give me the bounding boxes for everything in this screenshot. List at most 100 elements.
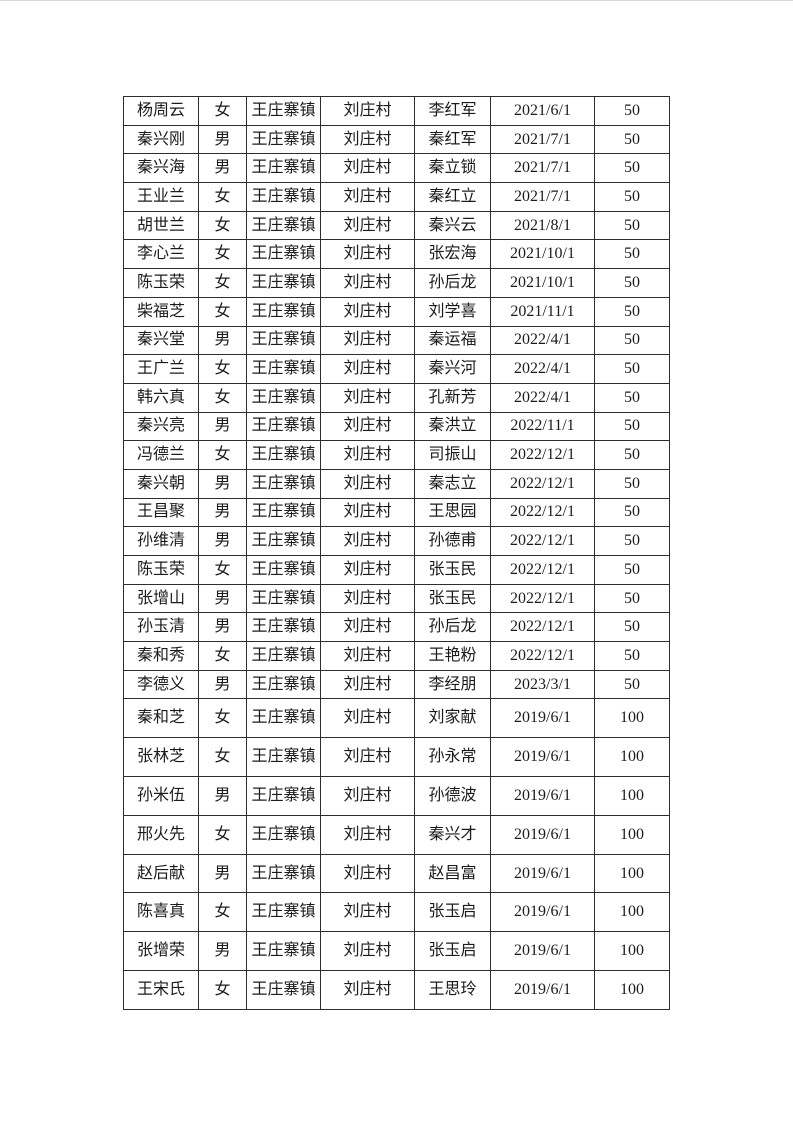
cell-gender: 女 bbox=[198, 239, 247, 270]
cell-related-person: 孙德波 bbox=[414, 776, 491, 816]
table-row: 秦兴刚男王庄寨镇 刘庄村 秦红军 2021/7/1 50 bbox=[123, 124, 670, 155]
cell-related-person: 秦兴云 bbox=[414, 210, 491, 241]
table-row: 杨周云女王庄寨镇 刘庄村 李红军 2021/6/1 50 bbox=[123, 96, 670, 126]
cell-town: 王庄寨镇 bbox=[246, 440, 321, 470]
table-row: 秦兴亮男王庄寨镇 刘庄村 秦洪立 2022/11/1 50 bbox=[123, 411, 670, 442]
cell-name: 韩六真 bbox=[123, 382, 199, 413]
cell-village: 刘庄村 bbox=[320, 382, 415, 413]
cell-name: 张增山 bbox=[123, 583, 199, 614]
cell-name: 秦兴朝 bbox=[123, 468, 199, 499]
table-row: 王昌聚男王庄寨镇 刘庄村 王思园 2022/12/1 50 bbox=[123, 497, 670, 528]
cell-related-person: 张玉民 bbox=[414, 555, 491, 585]
cell-village: 刘庄村 bbox=[320, 776, 415, 816]
cell-date: 2022/12/1 bbox=[490, 555, 595, 585]
table-row: 王广兰女王庄寨镇 刘庄村 秦兴河 2022/4/1 50 bbox=[123, 354, 670, 384]
cell-amount: 100 bbox=[594, 970, 670, 1010]
cell-date: 2019/6/1 bbox=[490, 698, 595, 739]
cell-gender: 女 bbox=[198, 182, 247, 212]
cell-town: 王庄寨镇 bbox=[246, 526, 321, 556]
cell-date: 2023/3/1 bbox=[490, 669, 595, 700]
cell-village: 刘庄村 bbox=[320, 698, 415, 739]
cell-related-person: 秦红立 bbox=[414, 182, 491, 212]
cell-town: 王庄寨镇 bbox=[246, 892, 321, 933]
cell-related-person: 赵昌富 bbox=[414, 853, 491, 894]
cell-town: 王庄寨镇 bbox=[246, 583, 321, 614]
cell-date: 2022/12/1 bbox=[490, 583, 595, 614]
cell-town: 王庄寨镇 bbox=[246, 814, 321, 855]
cell-village: 刘庄村 bbox=[320, 737, 415, 778]
cell-village: 刘庄村 bbox=[320, 853, 415, 894]
cell-related-person: 刘学喜 bbox=[414, 296, 491, 327]
cell-related-person: 王艳粉 bbox=[414, 641, 491, 671]
table-row: 邢火先女王庄寨镇 刘庄村 秦兴才 2019/6/1 100 bbox=[123, 814, 670, 855]
cell-gender: 男 bbox=[198, 526, 247, 556]
cell-gender: 女 bbox=[198, 737, 247, 778]
cell-amount: 50 bbox=[594, 526, 670, 556]
cell-name: 陈玉荣 bbox=[123, 268, 199, 298]
cell-village: 刘庄村 bbox=[320, 892, 415, 933]
cell-date: 2021/7/1 bbox=[490, 182, 595, 212]
cell-town: 王庄寨镇 bbox=[246, 268, 321, 298]
cell-amount: 100 bbox=[594, 698, 670, 739]
cell-town: 王庄寨镇 bbox=[246, 354, 321, 384]
cell-name: 李德义 bbox=[123, 669, 199, 700]
cell-gender: 女 bbox=[198, 296, 247, 327]
cell-town: 王庄寨镇 bbox=[246, 853, 321, 894]
table-row: 王宋氏女王庄寨镇 刘庄村 王思玲 2019/6/1 100 bbox=[123, 970, 670, 1010]
cell-related-person: 张玉启 bbox=[414, 892, 491, 933]
cell-related-person: 张宏海 bbox=[414, 239, 491, 270]
cell-town: 王庄寨镇 bbox=[246, 669, 321, 700]
cell-date: 2022/12/1 bbox=[490, 612, 595, 643]
cell-date: 2022/11/1 bbox=[490, 411, 595, 442]
cell-date: 2021/10/1 bbox=[490, 239, 595, 270]
cell-date: 2022/4/1 bbox=[490, 325, 595, 356]
table-row: 张增荣男王庄寨镇 刘庄村 张玉启 2019/6/1 100 bbox=[123, 931, 670, 972]
cell-village: 刘庄村 bbox=[320, 296, 415, 327]
table-row: 秦兴朝男王庄寨镇 刘庄村 秦志立 2022/12/1 50 bbox=[123, 468, 670, 499]
cell-village: 刘庄村 bbox=[320, 268, 415, 298]
cell-related-person: 孔新芳 bbox=[414, 382, 491, 413]
cell-related-person: 王思园 bbox=[414, 497, 491, 528]
table-row: 秦和秀女王庄寨镇 刘庄村 王艳粉 2022/12/1 50 bbox=[123, 641, 670, 671]
table-row: 陈喜真女王庄寨镇 刘庄村 张玉启 2019/6/1 100 bbox=[123, 892, 670, 933]
cell-date: 2019/6/1 bbox=[490, 931, 595, 972]
cell-name: 秦和秀 bbox=[123, 641, 199, 671]
cell-related-person: 秦洪立 bbox=[414, 411, 491, 442]
cell-amount: 50 bbox=[594, 468, 670, 499]
cell-amount: 100 bbox=[594, 931, 670, 972]
cell-village: 刘庄村 bbox=[320, 814, 415, 855]
table-row: 孙米伍男王庄寨镇 刘庄村 孙德波 2019/6/1 100 bbox=[123, 776, 670, 816]
cell-amount: 50 bbox=[594, 612, 670, 643]
cell-village: 刘庄村 bbox=[320, 468, 415, 499]
cell-date: 2021/10/1 bbox=[490, 268, 595, 298]
cell-gender: 男 bbox=[198, 153, 247, 184]
cell-village: 刘庄村 bbox=[320, 555, 415, 585]
cell-name: 陈玉荣 bbox=[123, 555, 199, 585]
cell-amount: 50 bbox=[594, 497, 670, 528]
cell-name: 陈喜真 bbox=[123, 892, 199, 933]
cell-name: 王昌聚 bbox=[123, 497, 199, 528]
table-row: 韩六真女王庄寨镇 刘庄村 孔新芳 2022/4/1 50 bbox=[123, 382, 670, 413]
cell-amount: 50 bbox=[594, 583, 670, 614]
table-row: 王业兰女王庄寨镇 刘庄村 秦红立 2021/7/1 50 bbox=[123, 182, 670, 212]
cell-village: 刘庄村 bbox=[320, 669, 415, 700]
cell-date: 2019/6/1 bbox=[490, 892, 595, 933]
cell-town: 王庄寨镇 bbox=[246, 210, 321, 241]
cell-gender: 男 bbox=[198, 776, 247, 816]
beneficiary-table: 杨周云女王庄寨镇 刘庄村 李红军 2021/6/1 50 秦兴刚男王庄寨镇 刘庄村 秦红军 20… bbox=[123, 96, 670, 1010]
cell-related-person: 李经朋 bbox=[414, 669, 491, 700]
cell-gender: 女 bbox=[198, 698, 247, 739]
table-row: 张增山男王庄寨镇 刘庄村 张玉民 2022/12/1 50 bbox=[123, 583, 670, 614]
cell-town: 王庄寨镇 bbox=[246, 296, 321, 327]
cell-name: 王宋氏 bbox=[123, 970, 199, 1010]
cell-gender: 男 bbox=[198, 612, 247, 643]
cell-related-person: 秦立锁 bbox=[414, 153, 491, 184]
cell-village: 刘庄村 bbox=[320, 210, 415, 241]
cell-town: 王庄寨镇 bbox=[246, 96, 321, 126]
cell-town: 王庄寨镇 bbox=[246, 555, 321, 585]
cell-related-person: 李红军 bbox=[414, 96, 491, 126]
cell-town: 王庄寨镇 bbox=[246, 641, 321, 671]
cell-related-person: 张玉启 bbox=[414, 931, 491, 972]
cell-town: 王庄寨镇 bbox=[246, 497, 321, 528]
cell-gender: 女 bbox=[198, 970, 247, 1010]
